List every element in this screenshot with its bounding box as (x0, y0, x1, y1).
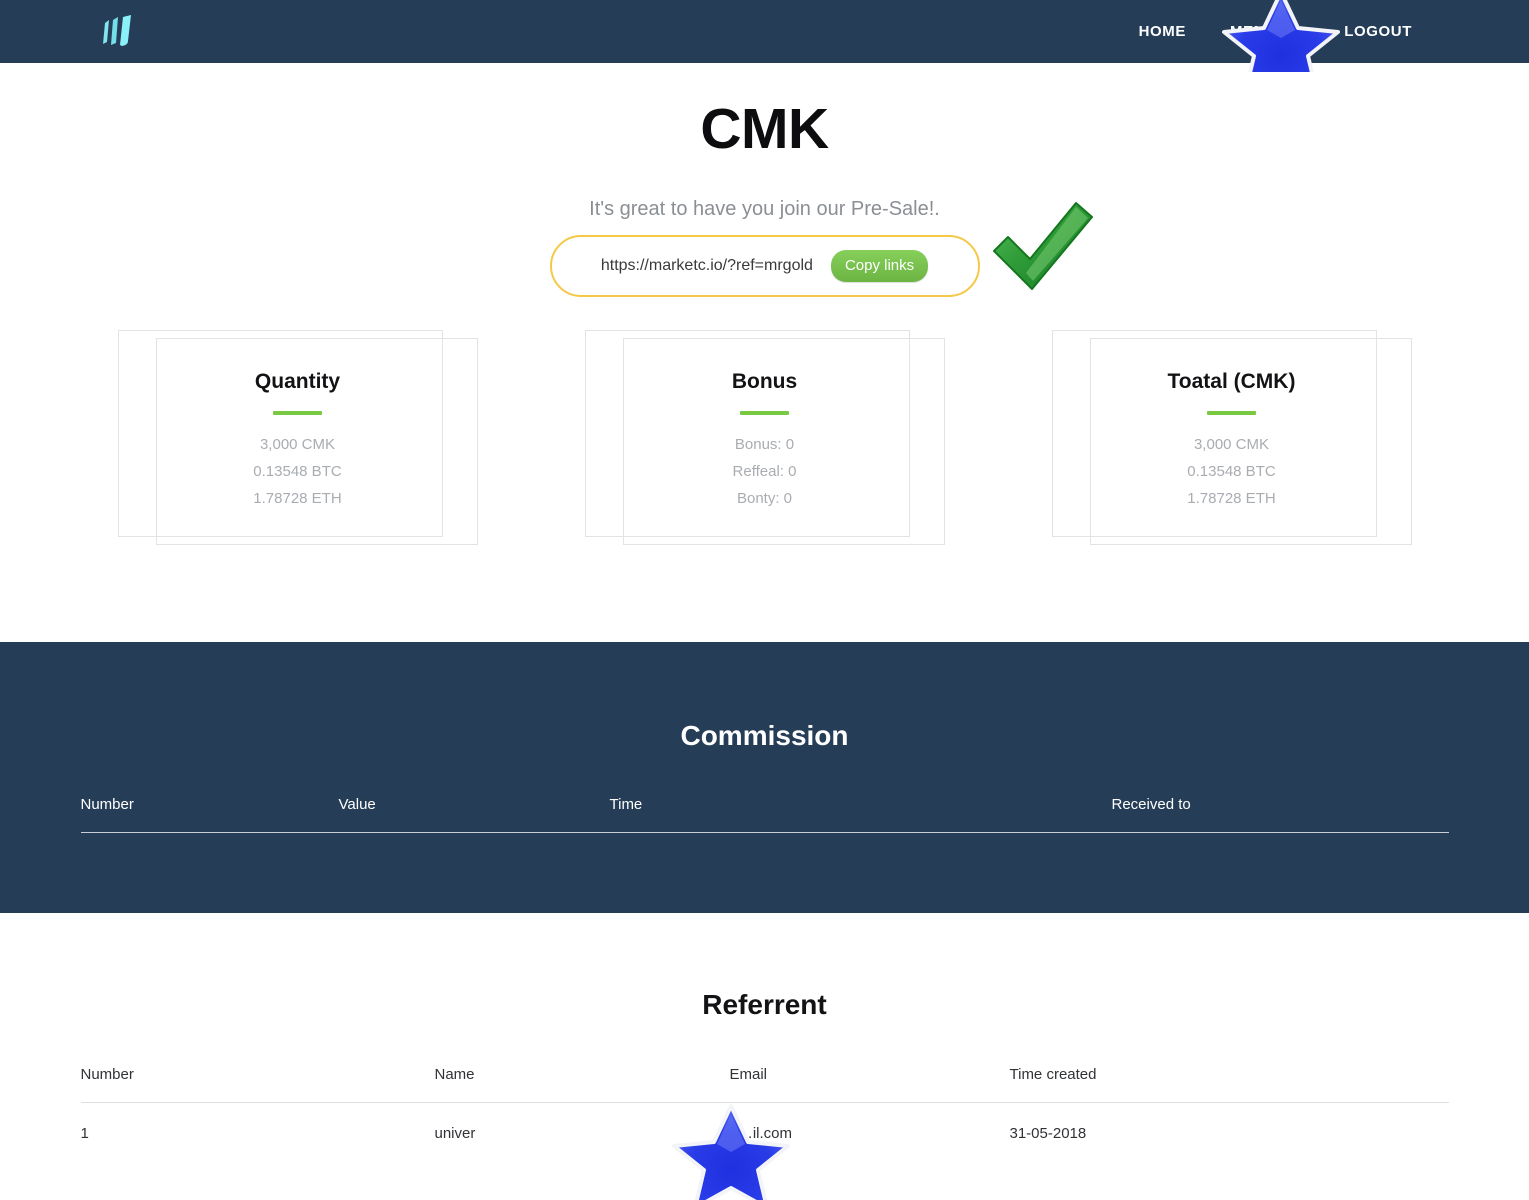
summary-card-bonus: Bonus Bonus: 0 Reffeal: 0 Bonty: 0 (584, 329, 945, 545)
table-header-row: Number Name Email Time created (80, 1065, 1449, 1103)
column-header-received-to[interactable]: Received to (1111, 795, 1449, 833)
summary-card-quantity: Quantity 3,000 CMK 0.13548 BTC 1.78728 E… (117, 329, 478, 545)
commission-section: Commission Number Value Time Received to (0, 641, 1529, 913)
commission-table: Number Value Time Received to (80, 795, 1449, 833)
cell-email: h…il.com (729, 1124, 793, 1142)
nav-link-member[interactable]: MEMBER (1229, 23, 1301, 40)
hero-section: CMK It's great to have you join our Pre-… (0, 63, 1529, 642)
column-header-value[interactable]: Value (338, 795, 610, 833)
card-divider (1207, 410, 1256, 415)
nav-links: HOME MEMBER LOGOUT (1117, 0, 1434, 63)
top-navbar: HOME MEMBER LOGOUT (0, 0, 1529, 72)
card-divider (740, 410, 789, 415)
hero-subtitle: It's great to have you join our Pre-Sale… (589, 197, 940, 220)
card-frame-outer (117, 329, 443, 537)
card-value-line: 1.78728 ETH (1187, 489, 1276, 507)
column-header-email[interactable]: Email (729, 1065, 1010, 1103)
nav-link-home[interactable]: HOME (1138, 23, 1186, 40)
referrent-section: Referrent Number Name Email Time created… (0, 912, 1529, 1142)
page-title: CMK (700, 97, 829, 161)
card-title: Quantity (254, 369, 341, 393)
card-value-line: 0.13548 BTC (253, 462, 342, 480)
card-value-line: 3,000 CMK (1193, 435, 1270, 453)
card-value-line: 3,000 CMK (259, 435, 336, 453)
card-frame-outer (1051, 329, 1377, 537)
card-title: Toatal (CMK) (1167, 369, 1296, 393)
card-value-line: 1.78728 ETH (253, 489, 342, 507)
referral-link-box: https://marketc.io/?ref=mrgold Copy link… (549, 234, 980, 297)
referrent-table: Number Name Email Time created 1 univer … (80, 1065, 1449, 1142)
column-header-number[interactable]: Number (80, 795, 339, 833)
card-value-line: Bonty: 0 (736, 489, 793, 507)
column-header-name[interactable]: Name (434, 1065, 730, 1103)
card-frame-inner (155, 337, 478, 545)
cell-name: univer (434, 1124, 476, 1142)
commission-table-wrapper: Number Value Time Received to (80, 795, 1449, 833)
copy-links-button[interactable]: Copy links (830, 249, 929, 282)
table-header-row: Number Value Time Received to (80, 795, 1449, 833)
referrent-table-body: 1 univer h…il.com 31-05-2018 (81, 1102, 1449, 1142)
column-header-time-created[interactable]: Time created (1009, 1065, 1449, 1103)
referral-url-text[interactable]: https://marketc.io/?ref=mrgold (600, 256, 813, 274)
table-row: 1 univer h…il.com 31-05-2018 (81, 1102, 1449, 1142)
card-frame-inner (1089, 337, 1412, 545)
column-header-time[interactable]: Time (609, 795, 1112, 833)
card-divider (273, 410, 322, 415)
commission-heading: Commission (680, 719, 849, 751)
card-value-line: Reffeal: 0 (732, 462, 797, 480)
cell-time-created: 31-05-2018 (1009, 1124, 1087, 1142)
referral-link-wrapper: https://marketc.io/?ref=mrgold Copy link… (549, 201, 1093, 297)
card-frame-outer (584, 329, 910, 537)
referrent-table-wrapper: Number Name Email Time created 1 univer … (80, 1065, 1449, 1142)
card-frame-inner (622, 337, 945, 545)
summary-cards-row: Quantity 3,000 CMK 0.13548 BTC 1.78728 E… (0, 329, 1529, 642)
card-value-line: Bonus: 0 (734, 435, 795, 453)
column-header-number[interactable]: Number (80, 1065, 435, 1103)
nav-link-logout[interactable]: LOGOUT (1344, 23, 1412, 40)
card-title: Bonus (731, 369, 798, 393)
card-value-line: 0.13548 BTC (1187, 462, 1276, 480)
brand-logo-link[interactable] (95, 12, 155, 52)
referrent-heading: Referrent (702, 988, 827, 1020)
summary-card-total: Toatal (CMK) 3,000 CMK 0.13548 BTC 1.787… (1051, 329, 1412, 545)
cmk-logo-icon (103, 14, 131, 46)
cell-number: 1 (80, 1124, 89, 1142)
